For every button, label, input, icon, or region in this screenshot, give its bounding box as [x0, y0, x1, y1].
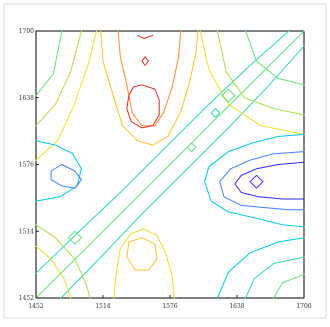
- contour-top-center-spot: [141, 56, 149, 66]
- x-tick-label: 1700: [296, 303, 311, 310]
- y-tick-label: 1514: [19, 228, 34, 235]
- y-axis-ticks: 1452 1514 1576 1638 1700: [19, 28, 39, 302]
- contour-right-center-core: [249, 174, 264, 189]
- contour-bottom-left-arc-1: [35, 224, 91, 299]
- contour-top-center-tip: [137, 34, 154, 39]
- contour-bottom-left-arc-2: [35, 245, 72, 299]
- contour-top-right-arc-1: [217, 30, 305, 116]
- x-axis-ticks: 1452 1514 1576 1638 1700: [28, 295, 312, 310]
- x-tick-label: 1576: [162, 303, 177, 310]
- y-tick-label: 1576: [19, 162, 34, 169]
- contour-bottom-right-arc-1: [217, 237, 305, 299]
- contour-mid-right-cross: [221, 88, 236, 103]
- contour-lines: [35, 30, 305, 299]
- x-tick-label: 1514: [95, 303, 110, 310]
- x-tick-label: 1638: [229, 303, 244, 310]
- contour-right-center-outer: [204, 133, 305, 228]
- contour-mid-left-cross: [67, 230, 82, 245]
- contour-diagonal-ridge-lower: [60, 45, 305, 299]
- contour-top-center-outer: [100, 30, 199, 146]
- contour-top-left-arc-1: [35, 30, 82, 127]
- contour-bottom-center-inner: [126, 237, 158, 271]
- contour-center-small-loop: [186, 142, 197, 153]
- contour-bottom-right-arc-3: [273, 273, 305, 299]
- contour-mid-upper-spot: [210, 108, 221, 118]
- contour-left-center-inner: [50, 164, 82, 189]
- contour-right-center-mid: [219, 151, 305, 211]
- contour-top-left-arc-3: [35, 30, 63, 97]
- contour-top-center-mid: [117, 30, 182, 127]
- outer-frame: [3, 3, 327, 319]
- y-tick-label: 1700: [19, 28, 34, 35]
- y-tick-label: 1452: [19, 295, 34, 302]
- contour-right-center-inner: [234, 161, 305, 200]
- contour-top-left-arc-2: [35, 30, 97, 161]
- contour-left-center-outer: [35, 140, 82, 202]
- contour-bottom-right-arc-2: [245, 256, 305, 299]
- contour-bottom-center-outer: [113, 228, 175, 299]
- contour-top-right-arc-3: [199, 30, 305, 135]
- contour-top-right-arc-2: [245, 30, 305, 86]
- contour-top-center-inner: [126, 84, 160, 129]
- y-tick-label: 1638: [19, 95, 34, 102]
- x-tick-label: 1452: [28, 303, 43, 310]
- contour-diagonal-ridge: [35, 30, 305, 299]
